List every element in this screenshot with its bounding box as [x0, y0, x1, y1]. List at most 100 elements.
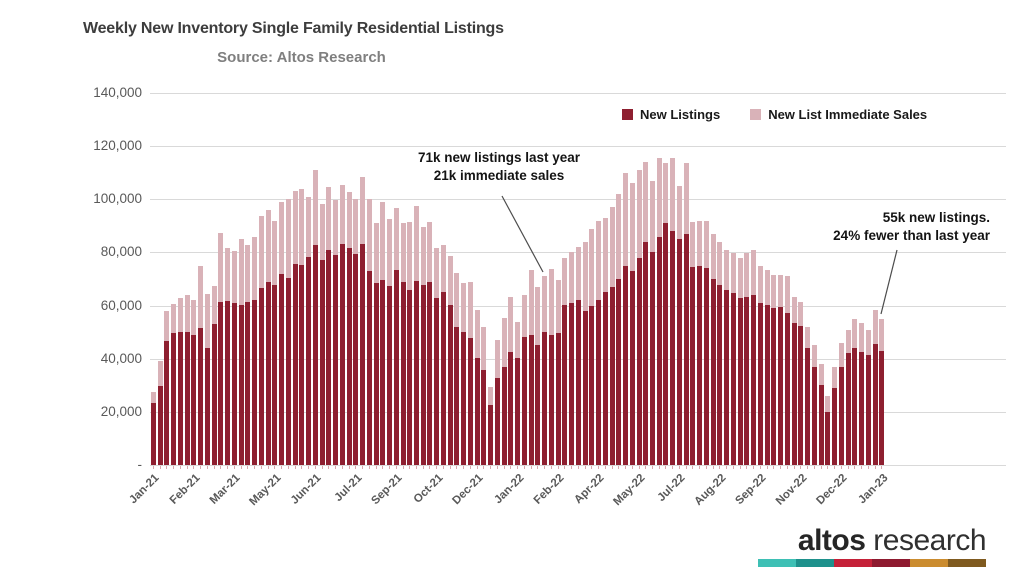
x-axis-tick — [281, 466, 283, 469]
x-axis-tick — [759, 466, 761, 469]
x-axis-tick — [685, 466, 687, 469]
bar-segment-new-listings — [461, 331, 467, 465]
x-axis-tick — [301, 466, 303, 469]
bar-segment-immediate-sales — [602, 217, 608, 293]
bar-segment-new-listings — [279, 273, 285, 465]
bar-segment-new-listings — [589, 305, 595, 465]
bar-segment-immediate-sales — [751, 249, 757, 295]
x-axis-tick — [867, 466, 869, 469]
x-axis-tick — [631, 466, 633, 469]
x-axis-tick — [726, 466, 728, 469]
bar-segment-new-listings — [683, 233, 689, 465]
bar-segment-new-listings — [366, 271, 372, 465]
bar-segment-immediate-sales — [353, 199, 359, 254]
bar-segment-new-listings — [602, 292, 608, 465]
x-axis-tick — [807, 466, 809, 469]
bar-segment-immediate-sales — [481, 326, 487, 370]
bar-segment-immediate-sales — [521, 294, 527, 337]
x-axis-tick — [260, 466, 262, 469]
bar-segment-immediate-sales — [589, 228, 595, 306]
x-axis-tick — [402, 466, 404, 469]
bar-segment-new-listings — [757, 302, 763, 465]
x-axis-tick — [159, 466, 161, 469]
x-axis-tick — [834, 466, 836, 469]
bar-segment-immediate-sales — [764, 269, 770, 306]
bar-segment-immediate-sales — [697, 220, 703, 266]
bar-segment-new-listings — [373, 283, 379, 465]
bar-segment-new-listings — [521, 336, 527, 465]
bar-segment-immediate-sales — [676, 186, 682, 240]
bar-segment-immediate-sales — [616, 193, 622, 279]
logo-bar-segment — [872, 559, 910, 567]
bar-segment-new-listings — [171, 333, 177, 465]
bar-segment-immediate-sales — [852, 318, 858, 349]
bar-segment-immediate-sales — [393, 208, 399, 271]
bar-segment-immediate-sales — [609, 207, 615, 287]
bar-segment-new-listings — [488, 404, 494, 465]
logo-color-bar — [758, 559, 986, 567]
x-axis-tick — [604, 466, 606, 469]
x-axis-tick — [395, 466, 397, 469]
bar-segment-immediate-sales — [879, 318, 885, 351]
x-axis-tick — [490, 466, 492, 469]
bar-segment-immediate-sales — [548, 268, 554, 336]
x-axis-tick — [645, 466, 647, 469]
bar-segment-immediate-sales — [440, 245, 446, 292]
x-axis-tick — [517, 466, 519, 469]
bar-segment-new-listings — [387, 285, 392, 465]
bar-segment-new-listings — [697, 265, 703, 465]
bar-segment-new-listings — [778, 306, 784, 465]
bar-segment-immediate-sales — [225, 248, 231, 301]
x-axis-tick — [220, 466, 222, 469]
bar-segment-new-listings — [710, 279, 716, 465]
bar-segment-immediate-sales — [865, 329, 871, 355]
bar-segment-new-listings — [582, 310, 588, 465]
bar-segment-immediate-sales — [474, 310, 480, 359]
bar-segment-new-listings — [508, 351, 514, 465]
x-axis-tick — [847, 466, 849, 469]
bar-segment-immediate-sales — [184, 294, 190, 332]
bar-segment-new-listings — [407, 289, 413, 465]
bar-segment-immediate-sales — [582, 241, 588, 311]
logo-text-research: research — [873, 524, 986, 557]
bar-segment-new-listings — [548, 335, 554, 465]
x-axis-tick — [557, 466, 559, 469]
bar-segment-new-listings — [434, 297, 440, 465]
legend-label-immediate-sales: New List Immediate Sales — [768, 107, 928, 122]
bar-segment-new-listings — [380, 280, 386, 465]
bar-segment-new-listings — [805, 348, 811, 465]
bar-segment-immediate-sales — [508, 296, 514, 352]
bar-segment-immediate-sales — [494, 340, 500, 379]
annotation-last-year-line2: 21k immediate sales — [433, 168, 565, 183]
annotation-last-year-line1: 71k new listings last year — [417, 150, 581, 165]
bar-segment-immediate-sales — [191, 300, 197, 336]
bar-segment-immediate-sales — [339, 185, 345, 245]
bar-segment-immediate-sales — [535, 286, 541, 345]
x-axis-tick — [456, 466, 458, 469]
bar-segment-immediate-sales — [663, 163, 669, 224]
x-axis-tick — [584, 466, 586, 469]
x-axis-tick — [442, 466, 444, 469]
x-axis-tick — [591, 466, 593, 469]
bar-segment-immediate-sales — [717, 241, 723, 286]
leader-line-current — [880, 249, 898, 315]
gridline — [150, 465, 1006, 466]
bar-segment-immediate-sales — [413, 206, 419, 281]
logo-bar-segment — [796, 559, 834, 567]
bar-segment-immediate-sales — [218, 233, 224, 303]
bar-segment-immediate-sales — [252, 237, 258, 300]
bar-segment-immediate-sales — [306, 197, 312, 257]
x-axis-tick — [773, 466, 775, 469]
bar-segment-new-listings — [676, 239, 682, 465]
x-axis-tick — [415, 466, 417, 469]
x-axis-tick — [611, 466, 613, 469]
x-axis-tick — [314, 466, 316, 469]
x-axis-tick — [692, 466, 694, 469]
bar-segment-immediate-sales — [420, 227, 426, 285]
bar-segment-new-listings — [420, 284, 426, 465]
legend-item-new-listings: New Listings — [622, 107, 720, 122]
x-axis-tick — [213, 466, 215, 469]
bar-segment-immediate-sales — [292, 190, 298, 264]
bar-segment-new-listings — [204, 347, 210, 465]
